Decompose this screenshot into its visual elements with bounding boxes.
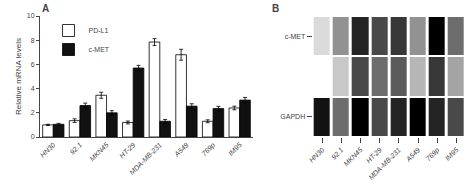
svg-text:10: 10 [27,12,35,19]
svg-text:HT-29: HT-29 [118,141,136,159]
svg-text:6: 6 [31,61,35,68]
svg-text:2: 2 [31,109,35,116]
svg-text:8: 8 [31,37,35,44]
svg-text:Relative mRNA levels: Relative mRNA levels [14,38,23,115]
svg-text:MDA-MB-231: MDA-MB-231 [367,146,402,181]
svg-text:A549: A549 [172,141,189,158]
svg-text:HN30: HN30 [308,146,326,164]
svg-text:GAPDH: GAPDH [280,113,305,120]
svg-text:4: 4 [31,85,35,92]
svg-text:92.1: 92.1 [330,146,345,161]
svg-text:MDA-MB-231: MDA-MB-231 [128,141,163,176]
svg-text:IM95: IM95 [444,146,460,162]
svg-text:MKN45: MKN45 [342,146,364,168]
svg-text:A: A [42,3,49,14]
svg-text:B: B [272,3,279,14]
svg-text:MKN45: MKN45 [88,141,110,163]
svg-text:PD-L1: PD-L1 [89,27,109,34]
svg-text:c-MET: c-MET [285,33,306,40]
svg-text:92.1: 92.1 [69,141,84,156]
svg-text:A549: A549 [404,146,421,163]
svg-text:c-MET: c-MET [89,46,110,53]
svg-text:HT-29: HT-29 [365,146,383,164]
svg-text:IM95: IM95 [227,141,243,157]
svg-text:769p: 769p [200,141,217,158]
svg-text:769p: 769p [424,146,441,163]
svg-text:0: 0 [31,133,35,140]
svg-text:HN30: HN30 [39,141,57,159]
